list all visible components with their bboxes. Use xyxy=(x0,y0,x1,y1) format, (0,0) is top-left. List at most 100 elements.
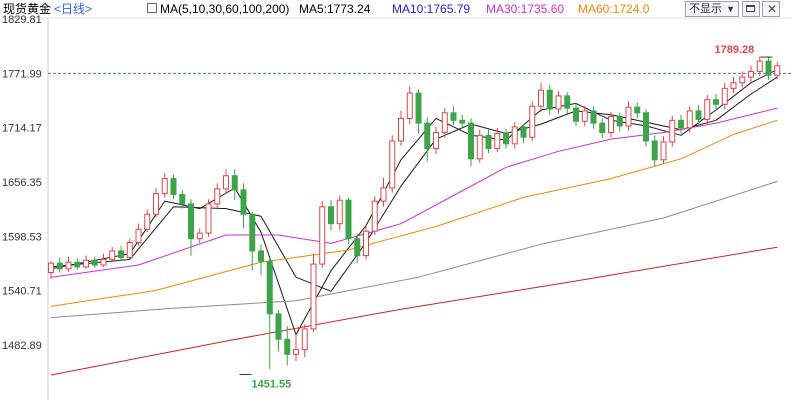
candle-up xyxy=(538,89,544,107)
candle-down xyxy=(328,206,334,225)
candle-up xyxy=(319,206,326,265)
chevron-down-icon: ▼ xyxy=(726,4,735,14)
candle-down xyxy=(765,60,772,76)
candle-up xyxy=(65,261,72,270)
candle-down xyxy=(450,112,457,121)
y-tick-label: 1656.35 xyxy=(2,177,42,189)
candle-up xyxy=(205,203,212,234)
candle-up xyxy=(625,106,632,127)
candle-down xyxy=(118,250,124,259)
candle-down xyxy=(170,178,177,196)
candle-down xyxy=(503,132,509,145)
instrument-name: 现货黄金 xyxy=(3,2,52,16)
candle-down xyxy=(485,134,492,149)
candle-down xyxy=(468,122,474,160)
ma30-value: MA30:1735.60 xyxy=(486,2,565,16)
candle-down xyxy=(179,194,186,205)
candle-down xyxy=(643,112,649,142)
candle-up xyxy=(704,99,711,120)
candle-up xyxy=(153,193,159,215)
min-value-label: 1451.55 xyxy=(252,378,292,390)
candle-up xyxy=(161,178,168,195)
candle-down xyxy=(634,106,641,114)
window-glyph xyxy=(746,5,755,12)
candle-up xyxy=(398,117,404,142)
candle-down xyxy=(91,259,98,266)
ma30-line xyxy=(50,107,778,278)
candle-down xyxy=(231,175,238,191)
candle-down xyxy=(56,262,63,270)
candle-up xyxy=(109,250,116,260)
candle-down xyxy=(74,261,81,268)
close-glyph: ✕ xyxy=(767,2,778,16)
ma100-line xyxy=(50,180,778,319)
candle-up xyxy=(494,132,501,149)
candle-up xyxy=(406,92,413,119)
candle-up xyxy=(371,200,378,232)
candle-up xyxy=(380,187,387,202)
candle-down xyxy=(415,92,422,124)
candle-up xyxy=(433,132,439,149)
candle-down xyxy=(188,203,194,240)
candle-up xyxy=(144,213,151,230)
candle-up xyxy=(730,82,737,89)
y-tick-label: 1482.89 xyxy=(2,340,42,352)
candle-down xyxy=(599,122,606,134)
candle-up xyxy=(83,259,89,268)
candle-up xyxy=(669,119,676,143)
candle-up xyxy=(721,87,728,105)
y-tick-label: 1829.81 xyxy=(2,14,42,26)
candle-down xyxy=(678,119,684,129)
candle-down xyxy=(266,260,273,315)
candle-down xyxy=(546,89,553,110)
y-tick-label: 1714.17 xyxy=(2,123,42,135)
hide-indicator-dropdown[interactable]: 不显示 ▼ xyxy=(685,1,739,17)
ma10-line xyxy=(50,76,778,292)
candle-down xyxy=(695,110,702,120)
ma60-value: MA60:1724.0 xyxy=(578,2,650,16)
candle-down xyxy=(258,250,264,262)
candle-up xyxy=(686,110,693,129)
candle-up xyxy=(756,60,763,72)
period-selector[interactable]: <日线> xyxy=(54,2,93,16)
candle-up xyxy=(555,95,562,110)
candle-down xyxy=(459,119,466,124)
candle-down xyxy=(275,313,282,340)
candle-up xyxy=(310,263,317,330)
candle-up xyxy=(48,262,54,274)
close-icon[interactable]: ✕ xyxy=(762,1,780,17)
candle-up xyxy=(196,232,203,240)
hide-indicator-label: 不显示 xyxy=(689,3,722,15)
candle-down xyxy=(713,99,719,105)
candle-up xyxy=(223,175,229,190)
candle-down xyxy=(345,199,352,240)
candle-up xyxy=(293,349,299,355)
candle-down xyxy=(573,107,579,122)
ma-settings-label[interactable]: MA(5,10,30,60,100,200) xyxy=(160,2,290,16)
ma60-line xyxy=(50,119,778,307)
candle-down xyxy=(564,95,571,109)
window-icon[interactable] xyxy=(742,1,760,17)
ma10-value: MA10:1765.79 xyxy=(392,2,471,16)
candle-up xyxy=(608,116,614,134)
candle-down xyxy=(616,116,623,127)
candle-up xyxy=(774,65,781,76)
candle-up xyxy=(511,126,518,145)
ma5-line xyxy=(50,69,778,336)
candle-up xyxy=(748,70,754,78)
candle-up xyxy=(363,230,369,257)
candle-down xyxy=(590,110,597,124)
candle-up xyxy=(389,140,396,189)
max-value-label: 1789.28 xyxy=(715,44,755,56)
ma-checkbox-icon[interactable] xyxy=(147,3,157,13)
candle-down xyxy=(240,189,247,215)
candle-down xyxy=(520,126,527,138)
ma5-value: MA5:1773.24 xyxy=(299,2,371,16)
candle-down xyxy=(249,213,256,252)
y-tick-label: 1771.99 xyxy=(2,68,42,80)
candle-up xyxy=(739,76,746,84)
candle-up xyxy=(581,110,588,122)
candle-up xyxy=(100,258,107,266)
candle-up xyxy=(126,241,133,259)
